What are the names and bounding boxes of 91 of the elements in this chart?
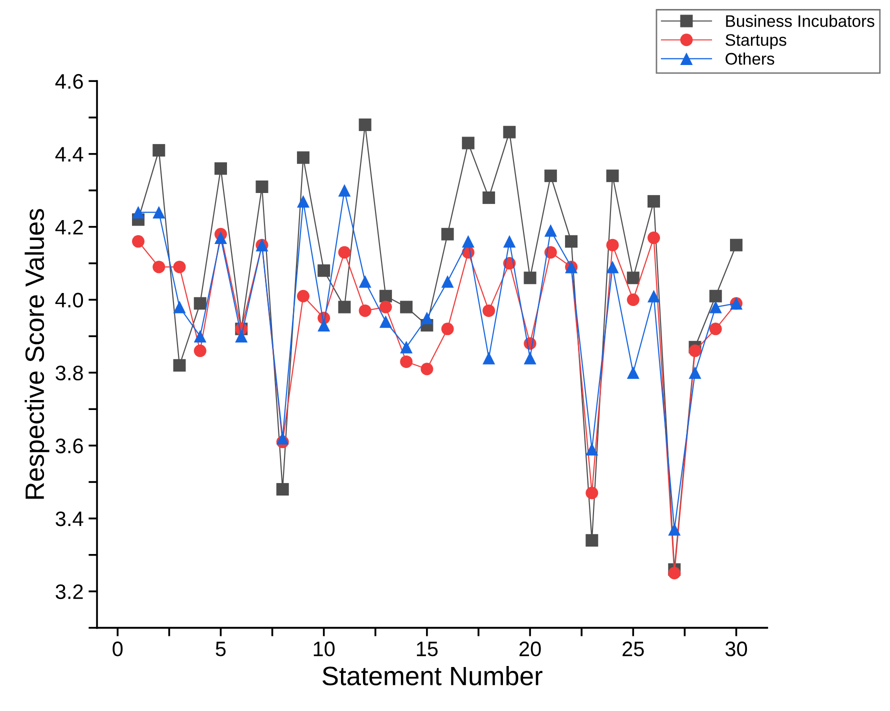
point xyxy=(338,184,351,197)
point xyxy=(648,232,660,244)
point xyxy=(400,340,413,354)
y-axis-title: Respective Score Values xyxy=(24,208,50,499)
point xyxy=(544,170,557,182)
y-tick-label: 4.2 xyxy=(55,220,83,234)
point xyxy=(400,300,413,314)
point xyxy=(194,344,206,358)
y-tick-label: 3.6 xyxy=(56,438,83,454)
point xyxy=(586,486,598,500)
point xyxy=(462,235,474,248)
y-tick-label: 4.6 xyxy=(55,74,83,89)
point xyxy=(482,352,496,364)
point xyxy=(296,151,310,164)
point xyxy=(730,238,742,252)
x-tick-label: 15 xyxy=(416,642,438,656)
y-tick-label: 3.8 xyxy=(56,366,83,380)
point xyxy=(194,330,206,342)
point xyxy=(503,126,516,138)
point xyxy=(173,359,186,372)
point xyxy=(296,290,310,302)
legend-label: Business Incubators xyxy=(726,14,874,27)
point xyxy=(606,260,619,274)
y-tick-label: 4.0 xyxy=(55,292,84,308)
point xyxy=(441,228,454,240)
point xyxy=(379,290,392,302)
legend-label: Startups xyxy=(726,34,786,50)
point xyxy=(379,300,392,314)
point xyxy=(379,315,392,328)
y-tick-label: 3.4 xyxy=(56,511,84,526)
x-tick-label: 10 xyxy=(314,642,335,656)
point xyxy=(626,272,640,284)
point xyxy=(358,304,372,317)
point xyxy=(648,195,660,208)
x-tick-label: 0 xyxy=(112,642,123,656)
y-tick-label: 3.2 xyxy=(56,584,83,600)
point xyxy=(586,534,598,547)
point xyxy=(152,206,166,219)
point xyxy=(709,300,722,314)
point xyxy=(214,162,227,175)
point xyxy=(482,304,496,317)
point xyxy=(256,180,268,194)
point xyxy=(524,272,536,284)
point xyxy=(132,235,144,248)
point xyxy=(152,260,166,274)
point xyxy=(668,523,681,536)
point xyxy=(420,362,434,376)
legend-label: Others xyxy=(726,52,774,65)
point xyxy=(441,322,454,336)
point xyxy=(173,300,186,314)
point xyxy=(688,366,702,379)
point xyxy=(626,294,640,306)
point xyxy=(358,118,372,132)
point xyxy=(152,144,166,157)
point xyxy=(173,260,186,274)
point xyxy=(296,195,310,208)
point xyxy=(276,432,289,445)
point xyxy=(276,483,289,496)
point xyxy=(586,442,598,456)
point xyxy=(194,297,206,310)
point xyxy=(648,290,660,302)
point xyxy=(358,275,372,288)
x-tick-label: 30 xyxy=(725,642,748,656)
y-tick-label: 4.4 xyxy=(55,147,84,162)
x-tick-label: 25 xyxy=(622,642,644,656)
point xyxy=(482,191,496,204)
point xyxy=(400,355,413,368)
point xyxy=(709,290,722,302)
x-tick-label: 20 xyxy=(520,642,541,656)
point xyxy=(338,300,351,314)
point xyxy=(524,352,536,364)
point xyxy=(668,566,681,580)
point xyxy=(235,330,248,342)
point xyxy=(441,275,454,288)
point xyxy=(318,264,330,277)
point xyxy=(462,136,474,150)
x-axis-title: Statement Number xyxy=(322,666,542,686)
point xyxy=(709,322,722,336)
point xyxy=(544,224,557,237)
point xyxy=(565,235,578,248)
point xyxy=(626,366,640,379)
point xyxy=(214,232,227,244)
point xyxy=(503,235,516,248)
point xyxy=(420,312,434,324)
point xyxy=(688,344,702,358)
x-tick-label: 5 xyxy=(216,642,226,656)
point xyxy=(318,319,330,332)
point xyxy=(338,246,351,259)
point xyxy=(606,170,619,182)
point xyxy=(606,238,619,252)
point xyxy=(132,206,144,219)
